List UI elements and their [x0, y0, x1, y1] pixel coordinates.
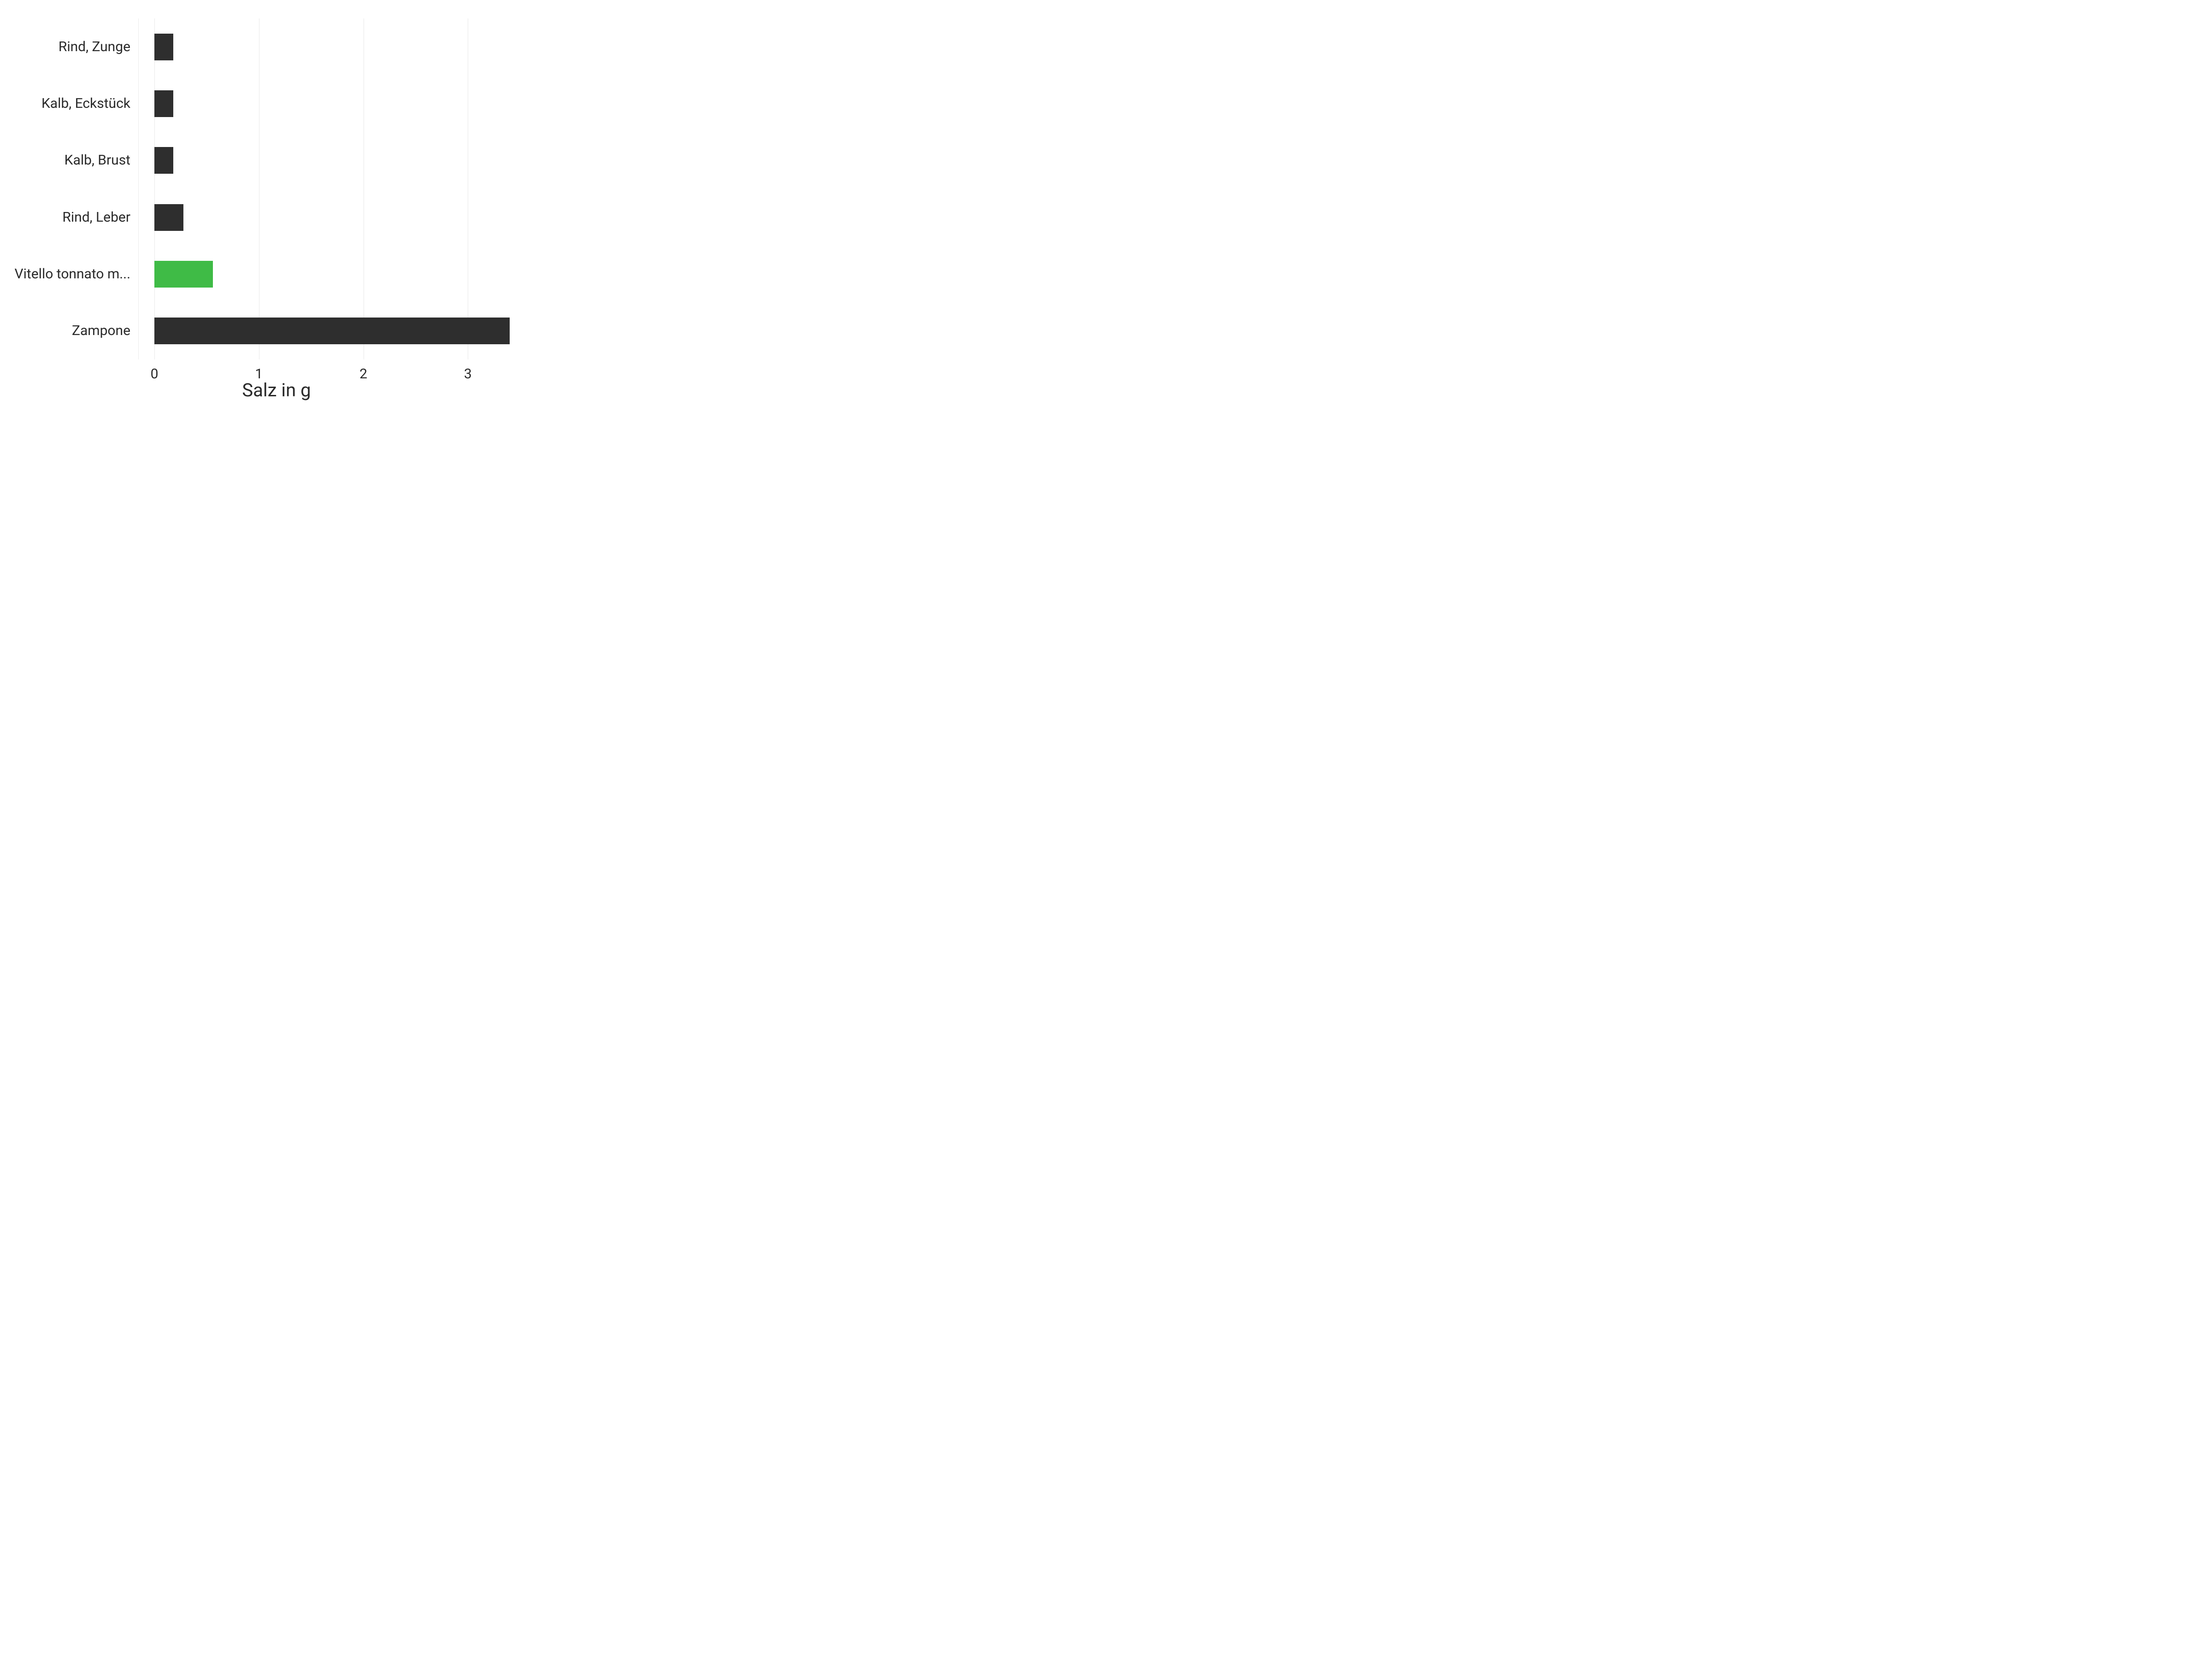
bar — [154, 34, 173, 60]
bar — [154, 261, 213, 288]
bar — [154, 90, 173, 117]
y-category-label: Kalb, Brust — [10, 153, 139, 167]
bar — [154, 318, 510, 344]
bar — [154, 147, 173, 174]
y-category-label: Zampone — [10, 324, 139, 338]
x-tick-label: 0 — [151, 366, 159, 382]
y-category-label: Rind, Leber — [10, 211, 139, 224]
y-category-label: Kalb, Eckstück — [10, 97, 139, 111]
salt-bar-chart: 0123Rind, ZungeKalb, EckstückKalb, Brust… — [0, 0, 553, 415]
gridline — [154, 18, 155, 359]
x-tick-label: 2 — [359, 366, 367, 382]
x-tick-label: 3 — [464, 366, 472, 382]
bar — [154, 204, 183, 231]
plot-area: 0123Rind, ZungeKalb, EckstückKalb, Brust… — [138, 18, 525, 359]
y-category-label: Vitello tonnato m... — [10, 267, 139, 281]
y-category-label: Rind, Zunge — [10, 40, 139, 54]
x-axis-title: Salz in g — [242, 379, 311, 401]
